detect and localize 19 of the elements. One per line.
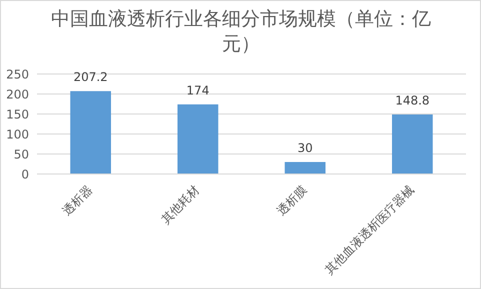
y-tick-label: 100: [6, 127, 29, 142]
y-tick-label: 0: [21, 167, 29, 182]
data-label: 207.2: [73, 70, 108, 84]
x-tick-label: 透析器: [60, 182, 96, 218]
data-label: 148.8: [395, 93, 430, 108]
bar: [284, 162, 326, 174]
y-tick-label: 250: [6, 67, 29, 82]
y-tick-label: 150: [6, 107, 29, 122]
bar: [70, 91, 112, 174]
x-tick-label: 透析膜: [274, 182, 310, 218]
y-tick-label: 200: [6, 87, 29, 102]
x-tick-label: 其他耗材: [158, 182, 202, 226]
bar: [392, 114, 433, 174]
x-tick-label: 其他血液透析医疗器械: [322, 182, 417, 278]
bar: [178, 104, 218, 174]
data-label: 174: [186, 83, 210, 98]
data-label: 30: [297, 141, 313, 155]
chart-title: 中国血液透析行业各细分市场规模（单位：亿元）: [50, 7, 432, 57]
y-tick-label: 50: [14, 147, 29, 162]
